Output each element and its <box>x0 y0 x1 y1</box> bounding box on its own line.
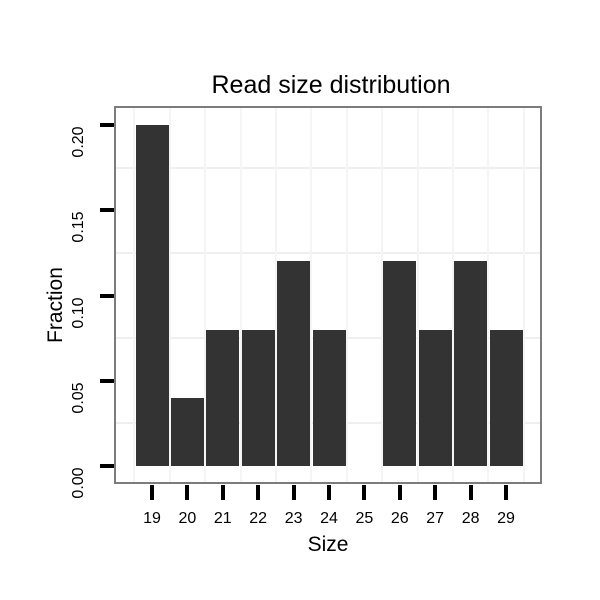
minor-gridline-vertical <box>239 108 242 482</box>
y-axis-tick <box>100 378 114 383</box>
minor-gridline-vertical <box>451 108 454 482</box>
y-axis-tick-label: 0.15 <box>70 211 87 243</box>
x-axis-tick <box>256 485 261 500</box>
y-axis-tick-label: 0.20 <box>70 126 87 158</box>
x-axis-tick-label: 19 <box>143 510 161 527</box>
y-axis-tick <box>100 293 114 298</box>
minor-gridline-vertical <box>310 108 313 482</box>
x-axis-tick <box>362 485 367 500</box>
x-axis-tick-label: 20 <box>178 510 197 527</box>
bar-size-19 <box>135 125 169 466</box>
minor-gridline-vertical <box>381 108 384 482</box>
x-axis-tick <box>468 485 473 500</box>
minor-gridline-vertical <box>274 108 277 482</box>
x-axis-tick <box>150 485 154 500</box>
y-axis-title: Fraction <box>44 267 67 343</box>
x-axis-tick-label: 22 <box>249 510 268 527</box>
x-axis-tick <box>185 485 190 500</box>
chart-title: Read size distribution <box>211 71 451 99</box>
x-axis-tick <box>327 485 331 500</box>
x-axis-tick <box>433 485 438 500</box>
x-axis-tick-label: 24 <box>320 510 338 527</box>
x-axis-tick-label: 21 <box>213 510 232 527</box>
minor-gridline-vertical <box>133 108 136 482</box>
minor-gridline-vertical <box>416 108 419 482</box>
bar-size-21 <box>206 329 240 466</box>
bar-size-22 <box>241 329 275 466</box>
bar-size-24 <box>312 329 346 466</box>
minor-gridline-horizontal <box>116 166 540 169</box>
bar-size-29 <box>489 329 523 466</box>
bar-size-27 <box>418 329 452 466</box>
minor-gridline-vertical <box>204 108 207 482</box>
x-axis-tick-label: 26 <box>390 510 409 527</box>
x-axis-tick-label: 28 <box>461 510 480 527</box>
bar-size-26 <box>383 261 417 466</box>
plot-panel <box>114 106 542 484</box>
x-axis-tick-label: 23 <box>284 510 303 527</box>
y-axis-tick <box>100 464 114 468</box>
x-axis-tick-label: 25 <box>355 510 374 527</box>
minor-gridline-vertical <box>522 108 525 482</box>
x-axis-tick <box>291 485 296 500</box>
x-axis-tick <box>504 485 508 500</box>
minor-gridline-horizontal <box>116 251 540 254</box>
bar-size-28 <box>454 261 488 466</box>
y-axis-tick-label: 0.10 <box>70 296 87 329</box>
x-axis-tick <box>220 485 225 500</box>
y-axis-tick-label: 0.05 <box>70 382 87 414</box>
minor-gridline-vertical <box>168 108 171 482</box>
minor-gridline-vertical <box>345 108 348 482</box>
minor-gridline-vertical <box>487 108 490 482</box>
y-axis-tick <box>100 208 114 213</box>
y-axis-tick <box>100 123 114 127</box>
bar-size-20 <box>170 397 204 466</box>
x-axis-tick <box>397 485 402 500</box>
bar-size-23 <box>277 261 311 466</box>
x-axis-title: Size <box>307 533 349 556</box>
x-axis-tick-label: 29 <box>497 510 515 527</box>
x-axis-tick-label: 27 <box>426 510 445 527</box>
y-axis-tick-label: 0.00 <box>70 467 87 499</box>
